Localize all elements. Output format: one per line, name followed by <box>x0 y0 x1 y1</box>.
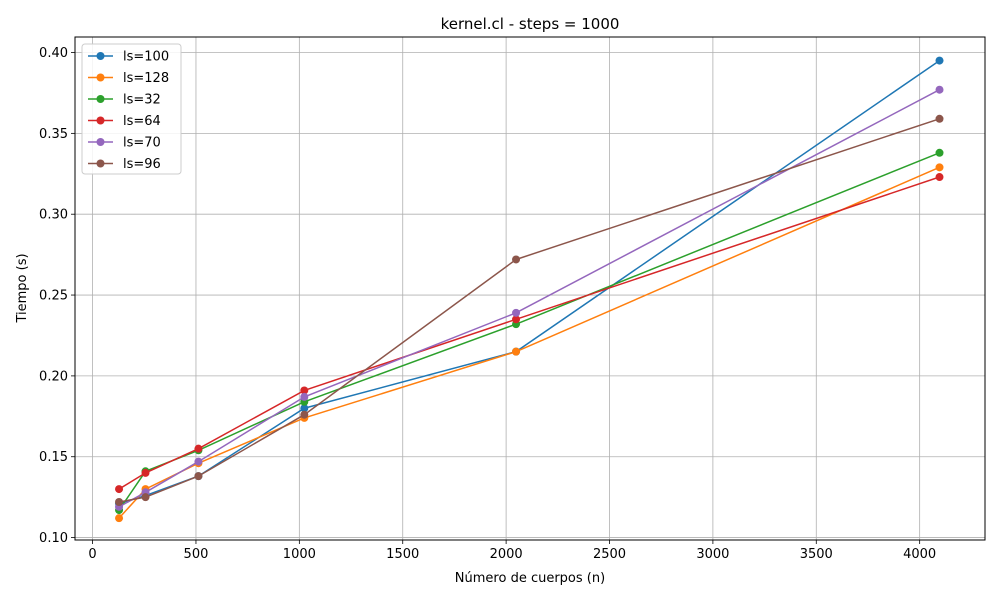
x-tick-label: 3500 <box>800 547 833 562</box>
y-tick-label: 0.20 <box>39 369 68 384</box>
data-point <box>512 315 521 324</box>
legend-item: ls=64 <box>88 114 161 129</box>
x-tick-label: 0 <box>88 547 96 562</box>
data-point <box>935 114 944 123</box>
legend: ls=100 ls=128 ls=32 ls=64 ls=70 ls=96 <box>81 43 182 175</box>
legend-swatch-marker <box>96 52 105 60</box>
data-point <box>300 392 309 401</box>
data-point <box>141 493 150 502</box>
legend-label: ls=64 <box>123 114 161 129</box>
legend-item: ls=32 <box>88 93 161 108</box>
data-point <box>935 148 944 157</box>
x-axis: 0 500 1000 1500 2000 2500 3000 3500 4000 <box>88 540 936 562</box>
x-tick-label: 500 <box>184 547 209 562</box>
data-point <box>115 485 124 494</box>
data-point <box>194 444 203 453</box>
data-point <box>194 472 203 481</box>
y-axis: 0.10 0.15 0.20 0.25 0.30 0.35 0.40 <box>39 46 75 546</box>
data-point <box>512 347 521 356</box>
x-tick-label: 3000 <box>696 547 729 562</box>
data-point <box>300 410 309 419</box>
series-ls-64 <box>115 173 944 494</box>
data-point <box>512 308 521 317</box>
y-tick-label: 0.30 <box>39 208 68 223</box>
x-axis-label: Número de cuerpos (n) <box>455 571 605 586</box>
chart-title: kernel.cl - steps = 1000 <box>441 15 620 33</box>
x-tick-label: 1500 <box>386 547 419 562</box>
legend-item: ls=128 <box>88 71 169 86</box>
legend-label: ls=32 <box>123 93 161 108</box>
legend-item: ls=100 <box>88 50 169 65</box>
data-point <box>141 468 150 477</box>
data-point <box>512 255 521 264</box>
x-tick-label: 2000 <box>490 547 523 562</box>
y-axis-label: Tiempo (s) <box>15 253 30 323</box>
data-point <box>115 498 124 507</box>
legend-item: ls=96 <box>88 157 161 172</box>
legend-label: ls=100 <box>123 50 169 65</box>
grid <box>75 37 985 540</box>
series-line <box>118 89 940 508</box>
legend-label: ls=96 <box>123 157 161 172</box>
legend-swatch-marker <box>96 138 105 146</box>
legend-swatch-marker <box>96 95 105 103</box>
data-point <box>935 85 944 94</box>
series-line <box>118 59 940 505</box>
legend-label: ls=70 <box>123 136 161 151</box>
legend-item: ls=70 <box>88 136 161 151</box>
data-point <box>935 56 944 65</box>
data-point <box>115 514 124 523</box>
legend-label: ls=128 <box>123 71 169 86</box>
x-tick-label: 2500 <box>593 547 626 562</box>
data-point <box>300 404 309 413</box>
series-ls-96 <box>115 114 944 507</box>
plot-frame <box>74 36 986 541</box>
y-tick-label: 0.25 <box>39 289 68 304</box>
series-ls-32 <box>115 148 944 515</box>
legend-swatch-marker <box>96 116 105 125</box>
y-tick-label: 0.40 <box>39 46 68 61</box>
series-line <box>118 176 940 490</box>
x-tick-label: 1000 <box>283 547 316 562</box>
y-tick-label: 0.35 <box>39 127 68 142</box>
data-point <box>935 163 944 172</box>
y-tick-label: 0.15 <box>39 450 68 465</box>
data-point <box>300 386 309 395</box>
series-line <box>118 118 940 503</box>
series-ls-70 <box>115 85 944 511</box>
legend-swatch-marker <box>96 159 105 168</box>
data-point <box>935 173 944 182</box>
y-tick-label: 0.10 <box>39 531 68 546</box>
data-point <box>194 457 203 466</box>
x-tick-label: 4000 <box>903 547 936 562</box>
series-ls-100 <box>115 56 944 508</box>
legend-swatch-marker <box>96 73 105 82</box>
series-layer <box>115 56 944 523</box>
